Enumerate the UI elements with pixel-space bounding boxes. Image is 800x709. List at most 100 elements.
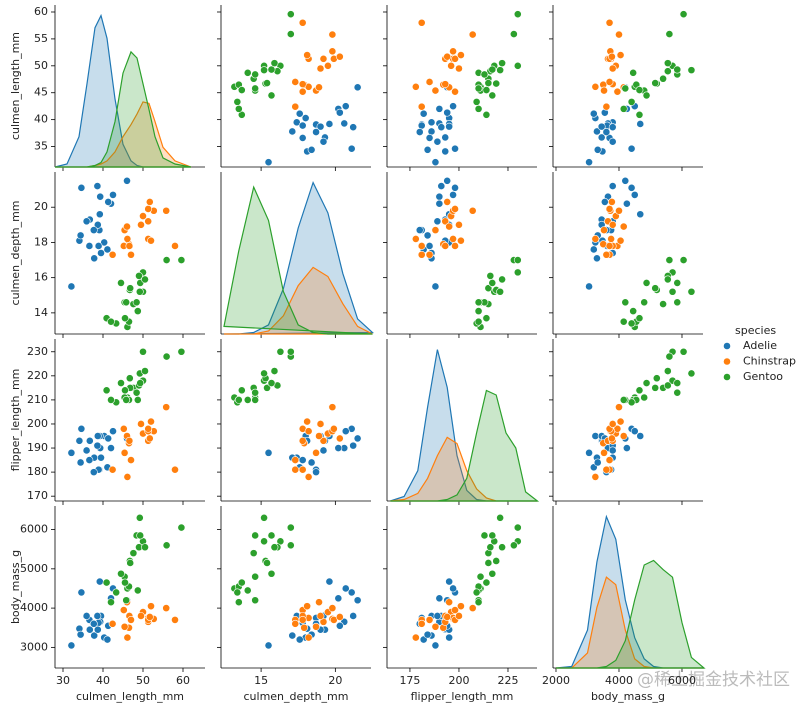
scatter-point <box>347 588 356 597</box>
scatter-point <box>651 79 660 87</box>
scatter-point <box>635 86 644 94</box>
scatter-point <box>349 123 358 132</box>
scatter-point <box>341 584 350 593</box>
scatter-point <box>315 598 323 607</box>
scatter-point <box>67 282 76 291</box>
scatter-point <box>600 86 608 95</box>
scatter-point <box>607 235 616 243</box>
kde-curve <box>55 50 192 168</box>
scatter-point <box>480 531 489 540</box>
scatter-point <box>328 47 337 56</box>
scatter-point <box>417 242 426 250</box>
scatter-point <box>233 588 242 597</box>
scatter-point <box>132 388 141 397</box>
scatter-point <box>126 559 135 567</box>
scatter-point <box>445 577 454 586</box>
scatter-point <box>316 64 325 73</box>
scatter-point <box>472 588 481 597</box>
scatter-point <box>498 543 506 552</box>
scatter-point <box>349 612 358 620</box>
scatter-point <box>665 256 674 264</box>
scatter-point <box>298 436 307 445</box>
scatter-point <box>234 598 243 607</box>
scatter-point <box>492 79 501 88</box>
scatter-point <box>104 434 113 443</box>
scatter-point <box>119 424 128 433</box>
scatter-point <box>673 379 682 387</box>
scatter-point <box>605 242 614 250</box>
scatter-point <box>435 594 444 603</box>
scatter-point <box>608 137 617 146</box>
scatter-point <box>513 523 522 532</box>
scatter-point <box>162 256 171 264</box>
scatter-point <box>122 396 131 404</box>
scatter-point <box>635 386 644 395</box>
scatter-point <box>449 190 457 199</box>
scatter-point <box>431 641 440 650</box>
scatter-point <box>513 256 522 264</box>
scatter-point <box>85 625 94 634</box>
scatter-point <box>417 102 426 111</box>
x-axis-label: flipper_length_mm <box>411 690 514 703</box>
scatter-point <box>139 212 147 220</box>
x-axis-label: body_mass_g <box>591 690 665 703</box>
scatter-point <box>93 182 102 190</box>
scatter-point <box>147 417 155 426</box>
scatter-point <box>234 104 243 113</box>
scatter-point <box>325 577 334 586</box>
scatter-point <box>415 128 424 136</box>
scatter-point <box>319 54 328 63</box>
scatter-point <box>640 393 649 402</box>
scatter-point <box>121 314 129 323</box>
scatter-point <box>340 119 349 128</box>
scatter-point <box>488 91 497 100</box>
scatter-point <box>126 284 135 293</box>
y-tick-label: 200 <box>27 417 48 430</box>
scatter-point <box>291 78 300 86</box>
scatter-point <box>264 158 273 167</box>
scatter-point <box>243 586 252 595</box>
scatter-point <box>447 61 456 70</box>
scatter-point <box>312 128 320 136</box>
scatter-point <box>488 569 497 578</box>
scatter-point <box>298 456 307 464</box>
scatter-point <box>663 367 672 375</box>
scatter-point <box>341 427 350 436</box>
scatter-point <box>112 588 121 597</box>
scatter-point <box>93 625 102 634</box>
scatter-point <box>127 250 135 259</box>
scatter-point <box>608 198 616 206</box>
scatter-point <box>123 235 132 243</box>
scatter-point <box>90 631 99 640</box>
scatter-point <box>171 615 179 624</box>
x-tick-label: 175 <box>399 674 420 687</box>
scatter-point <box>441 217 450 226</box>
scatter-point <box>627 144 636 153</box>
scatter-point <box>635 110 644 119</box>
scatter-point <box>608 220 617 229</box>
scatter-point <box>264 448 273 457</box>
x-axis-label: culmen_length_mm <box>76 690 184 703</box>
legend-marker <box>723 373 731 381</box>
scatter-point <box>298 134 307 142</box>
y-tick-label: 170 <box>27 489 48 502</box>
scatter-point <box>593 254 601 263</box>
scatter-point <box>123 633 132 642</box>
scatter-point <box>276 347 285 356</box>
scatter-point <box>107 317 115 326</box>
scatter-point <box>457 51 465 59</box>
scatter-point <box>171 465 179 474</box>
scatter-point <box>95 577 104 586</box>
scatter-point <box>263 559 271 567</box>
scatter-point <box>455 220 463 229</box>
scatter-point <box>443 176 452 185</box>
legend-label: Chinstrap <box>743 355 796 368</box>
scatter-point <box>76 630 85 639</box>
scatter-point <box>270 543 279 552</box>
scatter-point <box>335 434 344 443</box>
scatter-point <box>636 120 645 128</box>
scatter-point <box>437 182 446 190</box>
scatter-point <box>476 572 485 581</box>
x-axis-label: culmen_depth_mm <box>244 690 349 703</box>
scatter-point <box>267 569 276 578</box>
